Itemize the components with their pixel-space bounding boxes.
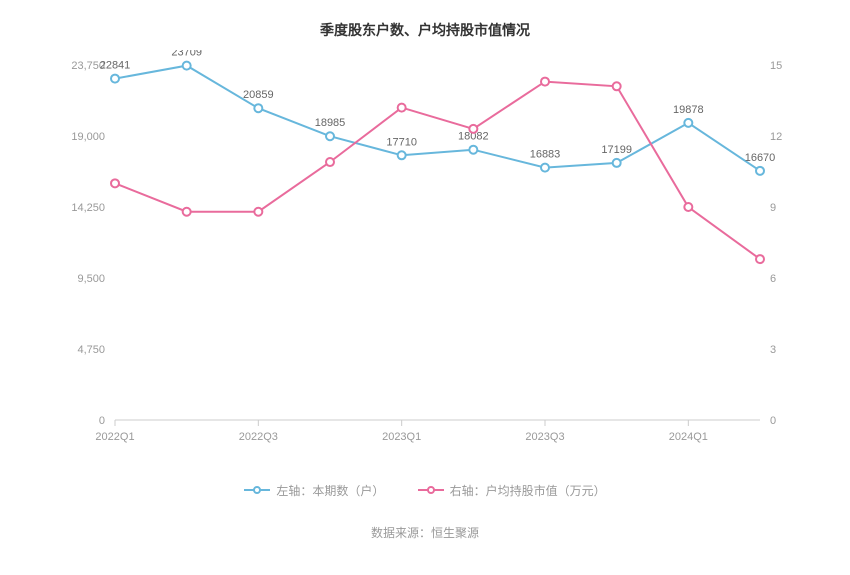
svg-text:2023Q1: 2023Q1 [382,431,421,443]
svg-text:12: 12 [770,131,782,143]
chart-svg: 04,7509,50014,25019,00023,75003691215202… [30,50,820,460]
svg-text:9,500: 9,500 [77,273,105,285]
svg-text:17710: 17710 [386,136,417,148]
svg-text:0: 0 [770,415,776,427]
svg-text:20859: 20859 [243,89,274,101]
svg-text:18985: 18985 [315,117,346,129]
svg-text:4,750: 4,750 [77,344,105,356]
svg-text:17199: 17199 [601,144,632,156]
svg-text:19878: 19878 [673,104,704,116]
chart-title: 季度股东户数、户均持股市值情况 [30,20,820,40]
legend-marker-icon [244,486,270,494]
svg-text:2022Q3: 2022Q3 [239,431,278,443]
svg-text:16670: 16670 [745,152,776,164]
svg-text:15: 15 [770,60,782,72]
svg-text:3: 3 [770,344,776,356]
svg-text:14,250: 14,250 [71,202,105,214]
svg-text:19,000: 19,000 [71,131,105,143]
chart-legend: 左轴：本期数（户） 右轴：户均持股市值（万元） [30,480,820,499]
svg-text:22841: 22841 [100,60,131,72]
svg-text:2024Q1: 2024Q1 [669,431,708,443]
legend-label: 右轴：户均持股市值（万元） [450,482,606,499]
chart-plot-area: 04,7509,50014,25019,00023,75003691215202… [30,50,820,460]
svg-text:0: 0 [99,415,105,427]
chart-container: 季度股东户数、户均持股市值情况 0 4,750 9,500 14,250 19,000 2… [0,0,850,575]
svg-text:6: 6 [770,273,776,285]
svg-text:2023Q3: 2023Q3 [525,431,564,443]
legend-item-shareholders[interactable]: 左轴：本期数（户） [244,482,384,499]
svg-text:23709: 23709 [171,50,202,59]
svg-text:16883: 16883 [530,149,561,161]
legend-item-market-value[interactable]: 右轴：户均持股市值（万元） [418,482,606,499]
data-source-label: 数据来源：恒生聚源 [30,524,820,541]
legend-label: 左轴：本期数（户） [276,482,384,499]
svg-text:9: 9 [770,202,776,214]
legend-marker-icon [418,486,444,494]
svg-text:2022Q1: 2022Q1 [95,431,134,443]
